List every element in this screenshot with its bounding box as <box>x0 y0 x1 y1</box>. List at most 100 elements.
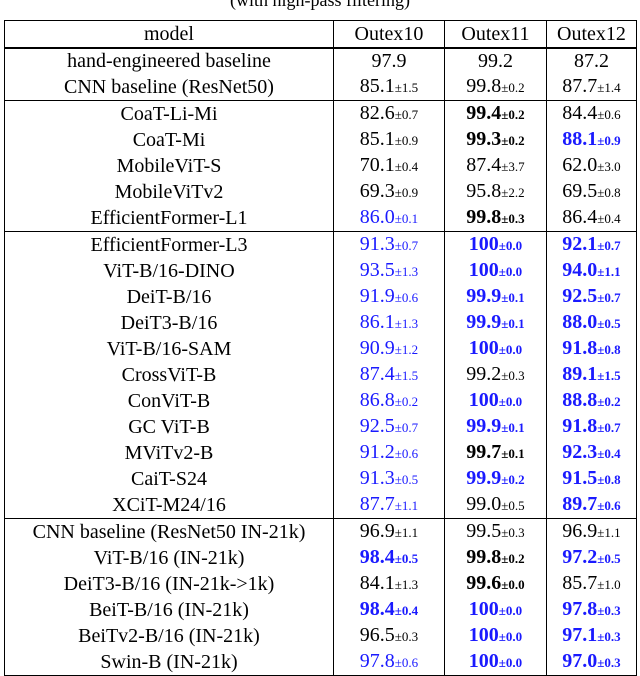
score-cell: 98.4±0.5 <box>333 544 445 571</box>
score-cell: 97.9 <box>333 47 445 74</box>
score-cell: 99.9±0.1 <box>444 283 547 310</box>
score-cell: 100±0.0 <box>444 596 547 623</box>
score-std: ±0.8 <box>597 341 621 357</box>
score-value: 88.8 <box>562 388 598 411</box>
score-cell: 86.8±0.2 <box>333 387 445 414</box>
model-name-cell: DeiT3-B/16 <box>4 309 334 336</box>
score-value: 99.2 <box>466 362 502 385</box>
score-value: 99.9 <box>466 310 502 333</box>
score-value: 100 <box>468 232 499 255</box>
model-name-cell: ConViT-B <box>4 387 334 414</box>
score-cell: 84.1±1.3 <box>333 570 445 597</box>
score-value: 99.9 <box>466 466 502 489</box>
table-row: CoaT-Li-Mi 82.6±0.7 99.4±0.2 84.4±0.6 <box>4 99 637 127</box>
score-value: 99.6 <box>466 571 502 594</box>
table-caption-fragment: (with high-pass filtering) <box>230 0 410 10</box>
score-value: 91.8 <box>562 336 598 359</box>
score-std: ±0.6 <box>394 445 419 461</box>
score-cell: 100±0.0 <box>444 622 547 649</box>
score-std: ±1.4 <box>597 79 621 95</box>
score-value: 100 <box>468 649 499 672</box>
score-std: ±2.2 <box>501 184 525 200</box>
score-value: 97.8 <box>562 597 598 620</box>
table-row: DeiT3-B/16 (IN-21k->1k) 84.1±1.3 99.6±0.0 8… <box>4 570 637 597</box>
model-name-cell: EfficientFormer-L1 <box>4 204 334 232</box>
score-std: ±0.0 <box>498 237 523 253</box>
score-cell: 88.8±0.2 <box>546 387 637 414</box>
score-cell: 87.7±1.4 <box>546 73 637 101</box>
score-std: ±0.1 <box>501 445 525 461</box>
score-cell: 92.3±0.4 <box>546 439 637 466</box>
model-name-cell: CrossViT-B <box>4 361 334 388</box>
score-cell: 99.2±0.3 <box>444 361 547 388</box>
score-value: 87.7 <box>562 74 598 97</box>
score-value: 91.5 <box>562 466 598 489</box>
score-std: ±1.5 <box>394 79 419 95</box>
table-row: EfficientFormer-L1 86.0±0.1 99.8±0.3 86.4±0… <box>4 204 637 232</box>
score-cell: 95.8±2.2 <box>444 178 547 205</box>
score-std: ±0.2 <box>501 550 525 566</box>
score-value: 87.4 <box>359 362 395 385</box>
score-value: 86.0 <box>359 205 395 228</box>
score-cell: 92.5±0.7 <box>333 413 445 440</box>
score-cell: 99.8±0.2 <box>444 73 547 101</box>
model-name-cell: BeiT-B/16 (IN-21k) <box>4 596 334 623</box>
score-value: 97.2 <box>562 545 598 568</box>
table-row: CNN baseline (ResNet50 IN-21k) 96.9±1.1 99… <box>4 517 637 545</box>
table-row: ViT-B/16-SAM 90.9±1.2 100±0.0 91.8±0.8 <box>4 335 637 362</box>
score-cell: 90.9±1.2 <box>333 335 445 362</box>
model-name-cell: EfficientFormer-L3 <box>4 230 334 258</box>
score-std: ±0.2 <box>501 132 525 148</box>
model-name-cell: ViT-B/16 (IN-21k) <box>4 544 334 571</box>
score-std: ±1.5 <box>394 367 419 383</box>
score-std: ±0.7 <box>597 289 621 305</box>
score-value: 91.3 <box>359 466 395 489</box>
score-cell: 97.0±0.3 <box>546 648 637 676</box>
score-cell: 91.3±0.5 <box>333 465 445 492</box>
model-name-cell: CoaT-Mi <box>4 126 334 153</box>
table-row: CrossViT-B 87.4±1.5 99.2±0.3 89.1±1.5 <box>4 361 637 388</box>
score-cell: 88.0±0.5 <box>546 309 637 336</box>
model-name-cell: hand-engineered baseline <box>4 47 334 74</box>
model-name-cell: XCiT-M24/16 <box>4 491 334 519</box>
score-cell: 87.2 <box>546 47 637 74</box>
score-value: 89.7 <box>562 492 598 515</box>
score-value: 84.4 <box>562 101 598 124</box>
table-row: Swin-B (IN-21k) 97.8±0.6 100±0.0 97.0±0.3 <box>4 648 637 676</box>
score-value: 91.3 <box>359 232 395 255</box>
score-std: ±0.0 <box>498 341 523 357</box>
header-row: model Outex10 Outex11 Outex12 <box>4 20 637 49</box>
score-std: ±0.0 <box>498 628 523 644</box>
score-std: ±0.3 <box>501 210 525 226</box>
score-cell: 96.9±1.1 <box>546 517 637 545</box>
model-name-cell: MViTv2-B <box>4 439 334 466</box>
model-name-cell: MobileViT-S <box>4 152 334 179</box>
score-cell: 99.3±0.2 <box>444 126 547 153</box>
score-value: 91.8 <box>562 414 598 437</box>
score-cell: 99.2 <box>444 47 547 74</box>
score-std: ±0.5 <box>597 315 621 331</box>
score-value: 91.2 <box>359 440 395 463</box>
score-value: 100 <box>468 258 499 281</box>
score-value: 98.4 <box>359 597 395 620</box>
score-std: ±0.4 <box>597 445 621 461</box>
score-cell: 97.2±0.5 <box>546 544 637 571</box>
score-cell: 99.5±0.3 <box>444 517 547 545</box>
score-cell: 92.1±0.7 <box>546 230 637 258</box>
model-name-cell: CNN baseline (ResNet50 IN-21k) <box>4 517 334 545</box>
model-name-cell: ViT-B/16-SAM <box>4 335 334 362</box>
score-std: ±0.7 <box>394 419 419 435</box>
table-row: hand-engineered baseline 97.9 99.2 87.2 <box>4 47 637 74</box>
table-row: BeiTv2-B/16 (IN-21k) 96.5±0.3 100±0.0 97.1±… <box>4 622 637 649</box>
score-std: ±0.3 <box>501 367 525 383</box>
score-value: 62.0 <box>562 153 598 176</box>
score-std: ±3.0 <box>597 158 621 174</box>
score-std: ±0.4 <box>394 158 419 174</box>
score-value: 69.5 <box>562 179 598 202</box>
score-std: ±0.5 <box>394 550 419 566</box>
score-value: 95.8 <box>466 179 502 202</box>
model-name-cell: ViT-B/16-DINO <box>4 257 334 284</box>
score-value: 99.8 <box>466 205 502 228</box>
score-std: ±1.1 <box>597 524 621 540</box>
score-std: ±1.2 <box>394 341 419 357</box>
